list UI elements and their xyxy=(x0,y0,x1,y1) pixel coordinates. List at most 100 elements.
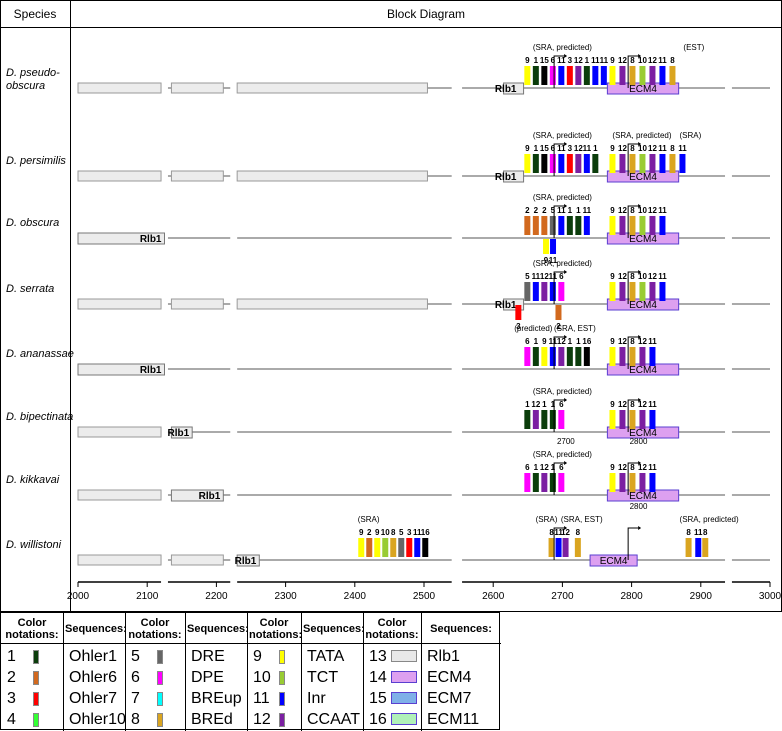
legend-sequence-label: TCT xyxy=(307,669,339,686)
motif-8-mark xyxy=(685,538,692,557)
axis-tick-label: 2100 xyxy=(136,591,159,602)
annotation-label: (SRA, predicted) xyxy=(533,43,592,52)
legend-number: 10 xyxy=(253,669,271,686)
motif-number-label: 3 xyxy=(516,322,521,331)
legend-swatch xyxy=(279,713,285,727)
motif-12-mark xyxy=(639,347,646,366)
motif-9-mark xyxy=(609,216,616,235)
motif-11-mark xyxy=(649,473,656,492)
annotation-label: (predicted) xyxy=(514,324,553,333)
motif-number-label: 11 xyxy=(648,337,657,346)
legend-column-divider xyxy=(301,613,302,731)
motif-10-mark xyxy=(639,282,646,301)
legend-header: Sequences: xyxy=(187,623,249,635)
legend-header: Sequences: xyxy=(65,623,127,635)
motif-9-mark xyxy=(609,66,616,85)
gap-block xyxy=(170,554,224,566)
motif-number-label: 8 xyxy=(576,528,581,537)
rlb1-block xyxy=(77,232,165,245)
motif-11-mark xyxy=(549,282,556,301)
legend-swatch xyxy=(33,692,39,706)
motif-10-mark xyxy=(639,154,646,173)
motif-8-mark xyxy=(702,538,709,557)
species-name: D. willistoni xyxy=(6,539,62,551)
legend-number: 14 xyxy=(369,669,387,686)
motif-15-mark xyxy=(541,66,548,85)
annotation-label: (SRA, predicted) xyxy=(533,450,592,459)
motif-10-mark xyxy=(382,538,389,557)
annotation-label: (SRA, predicted) xyxy=(680,515,739,524)
species-name: D. serrata xyxy=(6,283,54,295)
motif-number-label: 12 xyxy=(618,272,627,281)
motif-number-label: 1 xyxy=(576,206,581,215)
motif-number-label: 8 xyxy=(670,56,675,65)
motif-9-mark xyxy=(524,154,531,173)
species-name: obscura xyxy=(6,80,45,92)
motif-12-mark xyxy=(639,473,646,492)
motif-12-mark xyxy=(619,66,626,85)
motif-11-mark xyxy=(649,410,656,429)
motif-2-mark xyxy=(555,305,562,320)
motif-number-label: 2 xyxy=(367,528,372,537)
tss-arrow xyxy=(553,143,565,176)
motif-12-mark xyxy=(619,216,626,235)
motif-number-label: 8 xyxy=(630,400,635,409)
motif-number-label: 8 xyxy=(630,56,635,65)
motif-1-mark xyxy=(575,216,582,235)
motif-11-mark xyxy=(532,282,539,301)
motif-number-label: 11 xyxy=(591,56,600,65)
legend-swatch xyxy=(391,671,417,683)
legend-sequence-label: BREd xyxy=(191,711,233,728)
motif-11-mark xyxy=(583,154,590,173)
motif-3-mark xyxy=(406,538,413,557)
motif-number-label: 2 xyxy=(556,322,561,331)
motif-8-mark xyxy=(629,347,636,366)
motif-number-label: 6 xyxy=(559,463,564,472)
legend-number: 7 xyxy=(131,690,140,707)
motif-number-label: 9 xyxy=(610,337,615,346)
rlb1-label: Rlb1 xyxy=(140,234,162,245)
motif-11-mark xyxy=(659,66,666,85)
motif-number-label: 8 xyxy=(630,337,635,346)
legend-swatch xyxy=(391,650,417,662)
legend-sequence-label: ECM4 xyxy=(427,669,472,686)
tss-arrow xyxy=(627,336,639,369)
motif-6-mark xyxy=(549,154,556,173)
legend-column-divider xyxy=(185,613,186,731)
motif-11-mark xyxy=(414,538,421,557)
motif-2-mark xyxy=(541,216,548,235)
tss-arrowhead xyxy=(564,461,568,465)
motif-number-label: 11 xyxy=(600,56,609,65)
motif-number-label: 1 xyxy=(534,56,539,65)
rlb1-label: Rlb1 xyxy=(495,84,517,95)
legend-sequence-label: TATA xyxy=(307,648,345,665)
motif-number-label: 1 xyxy=(534,337,539,346)
motif-9-mark xyxy=(609,282,616,301)
motif-5-mark xyxy=(398,538,405,557)
tss-arrowhead xyxy=(564,335,568,339)
rlb1-block xyxy=(236,554,260,567)
motif-number-label: 11 xyxy=(557,56,566,65)
motif-number-label: 9 xyxy=(610,206,615,215)
legend-sequence-label: Ohler10 xyxy=(69,711,126,728)
tss-arrowhead xyxy=(638,526,642,530)
motif-11-mark xyxy=(600,66,607,85)
motif-number-label: 11 xyxy=(658,272,667,281)
tss-arrow xyxy=(627,55,639,88)
motif-number-label: 2 xyxy=(534,206,539,215)
legend-sequence-label: Ohler7 xyxy=(69,690,118,707)
motif-11-mark xyxy=(583,216,590,235)
ecm4-label: ECM4 xyxy=(629,172,657,183)
species-name: D. bipectinata xyxy=(6,411,73,423)
motif-number-label: 15 xyxy=(540,144,549,153)
gap-block xyxy=(236,298,428,310)
axis-tick-label: 2700 xyxy=(551,591,574,602)
annotation-label: (SRA, predicted) xyxy=(612,131,671,140)
legend-sequence-label: CCAAT xyxy=(307,711,361,728)
motif-12-mark xyxy=(619,347,626,366)
motif-number-label: 11 xyxy=(658,206,667,215)
motif-number-label: 10 xyxy=(381,528,390,537)
motif-number-label: 1 xyxy=(534,144,539,153)
motif-6-mark xyxy=(524,473,531,492)
motif-12-mark xyxy=(619,473,626,492)
